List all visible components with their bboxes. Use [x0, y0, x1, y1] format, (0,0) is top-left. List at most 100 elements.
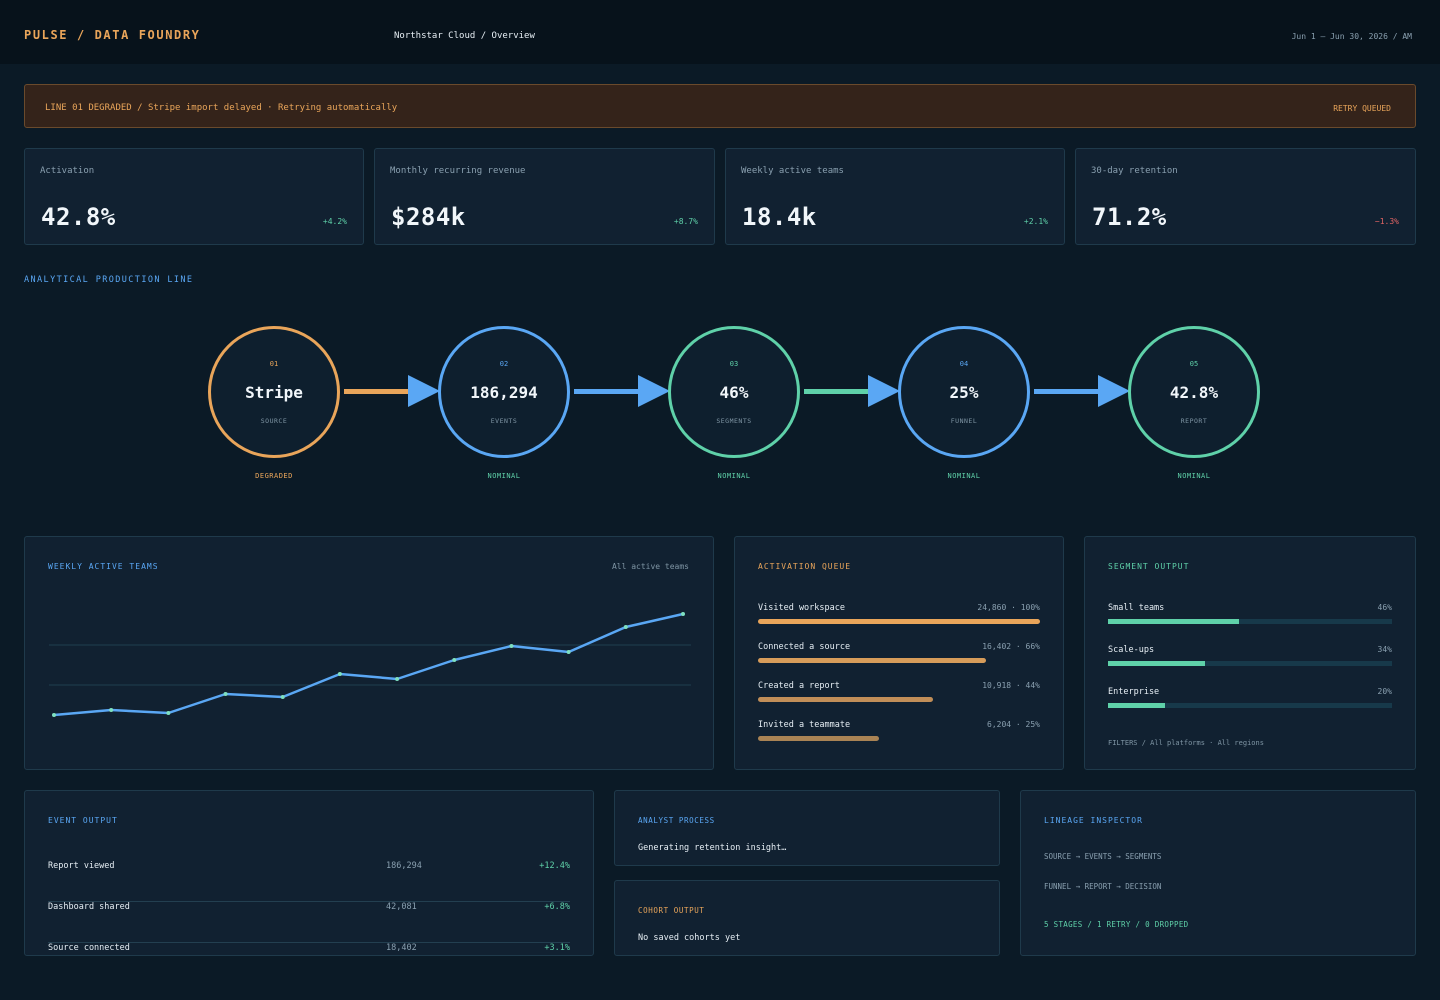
data-point[interactable]	[623, 625, 628, 629]
analyst-process-panel: ANALYST PROCESS Generating retention ins…	[614, 790, 1000, 866]
queue-row[interactable]: Invited a teammate 6,204 · 25%	[758, 720, 1040, 750]
weekly-active-teams-chart	[49, 612, 691, 717]
table-row[interactable]: Report viewed 186,294 +12.4%	[48, 861, 570, 902]
stage-report[interactable]: 05 42.8% REPORT	[1128, 326, 1260, 458]
queue-bar	[758, 736, 880, 741]
segment-filters[interactable]: FILTERS / All platforms · All regions	[1108, 739, 1264, 747]
stage-number: 03	[729, 360, 739, 368]
panel-title: COHORT OUTPUT	[638, 906, 705, 915]
stage-value: 25%	[949, 383, 979, 402]
segment-row[interactable]: Enterprise 20%	[1108, 687, 1392, 717]
event-name: Report viewed	[48, 861, 115, 871]
queue-value: 6,204 · 25%	[987, 720, 1040, 729]
table-row[interactable]: Source connected 18,402 +3.1%	[48, 943, 570, 955]
lineage-line: FUNNEL → REPORT → DECISION	[1044, 882, 1162, 891]
series-line	[53, 612, 684, 717]
chart-filter-note[interactable]: All active teams	[611, 562, 689, 571]
data-point[interactable]	[395, 677, 400, 681]
stage-status-report: NOMINAL	[1177, 472, 1211, 480]
kpi-delta: +8.7%	[673, 217, 698, 226]
table-row[interactable]: Dashboard shared 42,081 +6.8%	[48, 902, 570, 943]
data-point[interactable]	[280, 695, 285, 699]
stage-source[interactable]: 01 Stripe SOURCE	[208, 326, 340, 458]
stage-kind: EVENTS	[490, 417, 518, 425]
stage-status-funnel: NOMINAL	[947, 472, 981, 480]
event-output-panel: EVENT OUTPUT Report viewed 186,294 +12.4…	[24, 790, 594, 956]
segment-output-panel: SEGMENT OUTPUT Small teams 46% Scale-ups…	[1084, 536, 1416, 770]
queue-row[interactable]: Visited workspace 24,860 · 100%	[758, 603, 1040, 633]
stage-kind: FUNNEL	[950, 417, 978, 425]
data-point[interactable]	[452, 658, 457, 662]
panel-title: EVENT OUTPUT	[48, 816, 118, 825]
kpi-card-weekly-active-teams[interactable]: Weekly active teams 18.4k +2.1%	[725, 148, 1065, 245]
stage-value: 186,294	[470, 383, 538, 402]
degraded-alert-banner: LINE 01 DEGRADED / Stripe import delayed…	[24, 84, 1416, 128]
panel-title: LINEAGE INSPECTOR	[1044, 816, 1143, 825]
segment-bar-track	[1108, 661, 1392, 666]
segment-label: Scale-ups	[1108, 645, 1155, 655]
queue-label: Connected a source	[758, 642, 851, 652]
data-point[interactable]	[223, 692, 228, 696]
data-point[interactable]	[166, 711, 171, 715]
kpi-value: 18.4k	[742, 203, 817, 231]
segment-value: 34%	[1377, 645, 1392, 654]
stage-number: 02	[499, 360, 509, 368]
kpi-card-retention[interactable]: 30-day retention 71.2% −1.3%	[1075, 148, 1416, 245]
stage-events[interactable]: 02 186,294 EVENTS	[438, 326, 570, 458]
kpi-delta: +4.2%	[322, 217, 347, 226]
queue-row[interactable]: Created a report 10,918 · 44%	[758, 681, 1040, 711]
panel-title: SEGMENT OUTPUT	[1108, 562, 1190, 571]
kpi-card-activation[interactable]: Activation 42.8% +4.2%	[24, 148, 364, 245]
breadcrumb[interactable]: Northstar Cloud / Overview	[394, 31, 535, 41]
segment-row[interactable]: Small teams 46%	[1108, 603, 1392, 633]
segment-bar-track	[1108, 619, 1392, 624]
stage-value: Stripe	[245, 383, 303, 402]
cohort-output-text: No saved cohorts yet	[638, 933, 741, 943]
queue-value: 10,918 · 44%	[982, 681, 1040, 690]
segment-label: Enterprise	[1108, 687, 1160, 697]
stage-status-events: NOMINAL	[487, 472, 521, 480]
queue-label: Visited workspace	[758, 603, 845, 613]
connector-3-4	[804, 389, 870, 394]
data-point[interactable]	[337, 672, 342, 676]
panel-title: ANALYST PROCESS	[638, 816, 715, 825]
kpi-delta: +2.1%	[1023, 217, 1048, 226]
brand-title: PULSE / DATA FOUNDRY	[24, 28, 201, 42]
queue-bar	[758, 619, 1040, 624]
segment-row[interactable]: Scale-ups 34%	[1108, 645, 1392, 675]
connector-4-5	[1034, 389, 1100, 394]
analyst-process-text: Generating retention insight…	[638, 843, 787, 853]
kpi-card-mrr[interactable]: Monthly recurring revenue $284k +8.7%	[374, 148, 715, 245]
queue-value: 16,402 · 66%	[982, 642, 1040, 651]
queue-bar	[758, 697, 933, 702]
segment-bar	[1108, 661, 1205, 666]
data-point[interactable]	[509, 644, 514, 648]
stage-segments[interactable]: 03 46% SEGMENTS	[668, 326, 800, 458]
data-point[interactable]	[52, 713, 56, 717]
segment-value: 46%	[1377, 603, 1392, 612]
segment-bar	[1108, 619, 1239, 624]
segment-bar-track	[1108, 703, 1392, 708]
lineage-summary: 5 STAGES / 1 RETRY / 0 DROPPED	[1044, 920, 1189, 929]
alert-message: LINE 01 DEGRADED / Stripe import delayed…	[45, 103, 398, 113]
date-range[interactable]: Jun 1 – Jun 30, 2026 / AM	[1291, 32, 1412, 41]
event-name: Dashboard shared	[48, 902, 130, 912]
data-point[interactable]	[566, 650, 571, 654]
arrow-icon	[408, 375, 440, 407]
arrow-icon	[868, 375, 900, 407]
event-name: Source connected	[48, 943, 130, 953]
kpi-value: 42.8%	[41, 203, 116, 231]
data-point[interactable]	[109, 708, 114, 712]
data-point[interactable]	[681, 612, 685, 616]
cohort-output-panel: COHORT OUTPUT No saved cohorts yet	[614, 880, 1000, 956]
queue-row[interactable]: Connected a source 16,402 · 66%	[758, 642, 1040, 672]
arrow-icon	[638, 375, 670, 407]
kpi-value: $284k	[391, 203, 466, 231]
kpi-delta: −1.3%	[1374, 217, 1399, 226]
activation-queue-panel: ACTIVATION QUEUE Visited workspace 24,86…	[734, 536, 1064, 770]
event-delta: +3.1%	[544, 943, 570, 953]
stage-funnel[interactable]: 04 25% FUNNEL	[898, 326, 1030, 458]
queue-label: Created a report	[758, 681, 840, 691]
event-count: 186,294	[386, 861, 422, 871]
stage-number: 01	[269, 360, 279, 368]
